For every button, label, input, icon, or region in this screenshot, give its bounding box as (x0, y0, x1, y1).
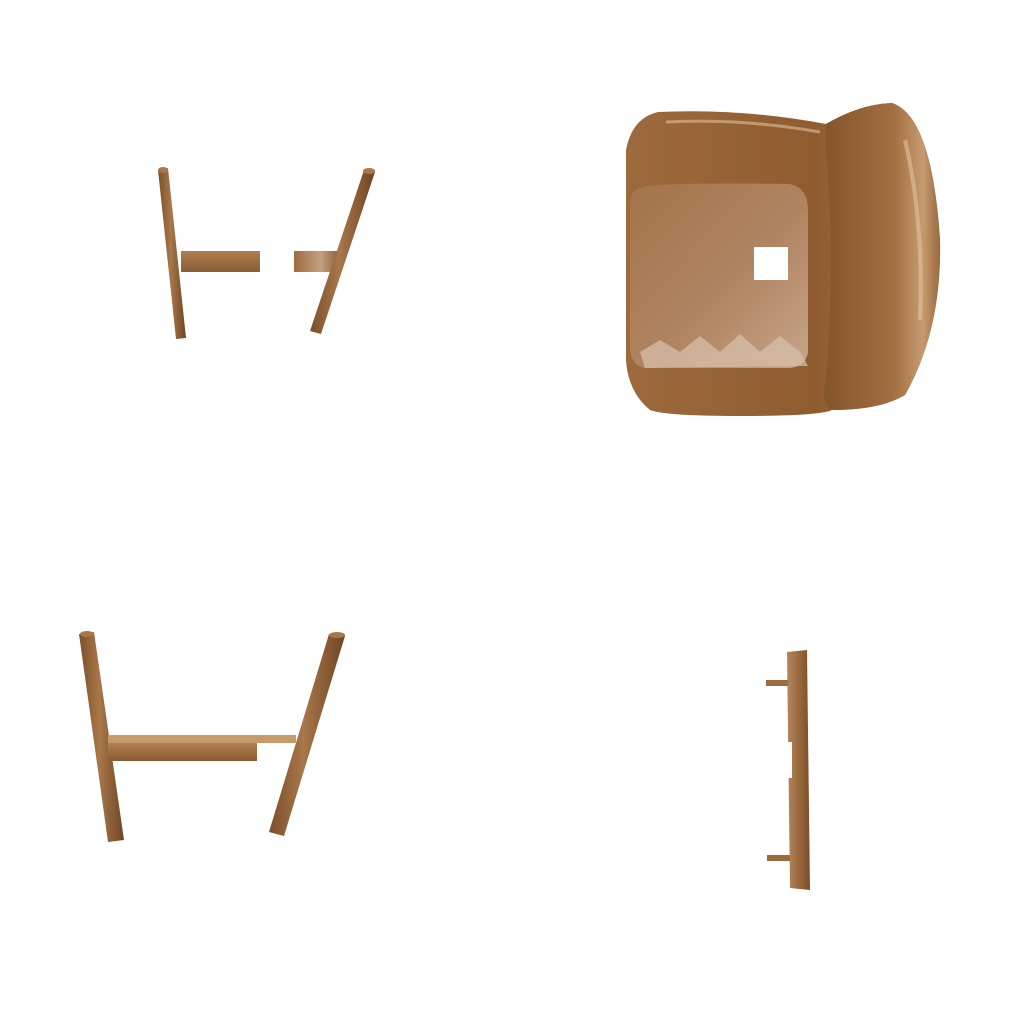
leg-left-cap (158, 167, 168, 173)
backrest-highlight (903, 139, 923, 321)
leg-left (158, 168, 186, 339)
rail-notch (786, 742, 792, 778)
stretcher-main (108, 735, 296, 743)
shell-top-highlight (665, 119, 821, 134)
stretcher-body (108, 743, 257, 761)
rail-peg-top (766, 680, 788, 686)
seat-hole (754, 247, 788, 280)
seat-shell (626, 103, 941, 416)
seat-front-edge (640, 334, 808, 368)
seat-cushion (630, 183, 808, 368)
leg-frame-large (79, 631, 345, 842)
stretcher-left (181, 251, 260, 272)
rail-peg-bottom (767, 855, 790, 861)
leg-right (269, 634, 345, 836)
leg-right-cap (329, 632, 345, 638)
leg-frame-small (158, 167, 375, 339)
stretcher-right (294, 251, 339, 272)
shell-backrest (824, 103, 941, 410)
rail-board (787, 650, 810, 890)
stretcher-stub (257, 743, 291, 778)
leg-left (79, 632, 124, 842)
leg-right-cap (363, 168, 375, 174)
leg-right (310, 170, 375, 334)
side-rail (766, 650, 810, 890)
leg-left-cap (80, 631, 94, 637)
